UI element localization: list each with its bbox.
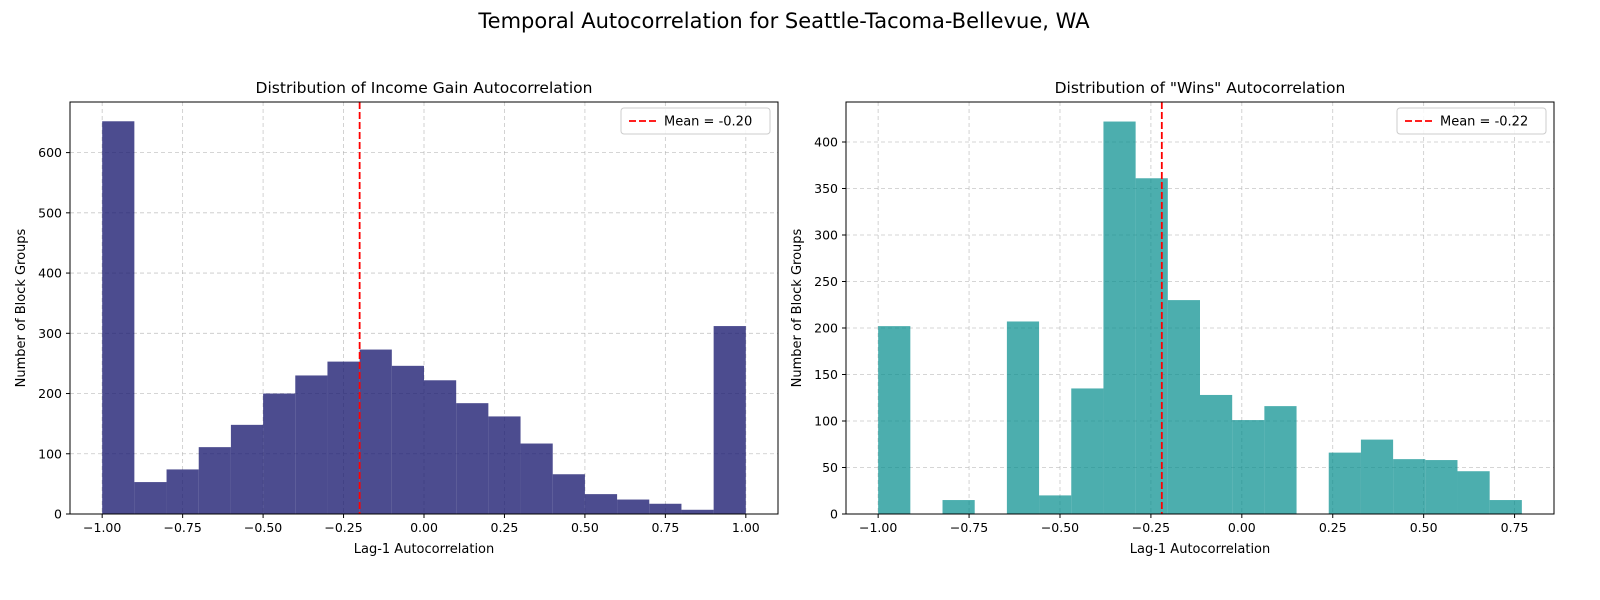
histogram-bar <box>198 447 231 514</box>
histogram-bar <box>1200 394 1233 514</box>
histogram-bar <box>230 424 264 514</box>
x-tick-label: 0.25 <box>491 520 519 535</box>
x-tick-label: 0.00 <box>410 520 438 535</box>
histogram-bar <box>520 443 553 514</box>
x-tick-label: −0.50 <box>1041 520 1079 535</box>
legend: Mean = -0.22 <box>1396 107 1547 135</box>
x-tick-label: −0.75 <box>163 520 201 535</box>
histogram-bar <box>263 393 296 514</box>
histogram-bar <box>1167 300 1200 514</box>
bars <box>102 121 746 515</box>
y-tick-label: 50 <box>822 460 838 475</box>
histogram-bar <box>1393 459 1426 514</box>
histogram-wins: −1.00 −0.75 −0.50 −0.25 0.00 0.25 0.50 0.75 0 50 1… <box>790 79 1555 557</box>
histogram-bar <box>681 509 714 514</box>
histogram-bar <box>649 503 682 514</box>
x-tick-label: 0.75 <box>1501 520 1529 535</box>
axes-frame <box>845 101 1555 515</box>
legend-box <box>620 107 771 135</box>
histogram-bar <box>1489 500 1522 514</box>
y-axis-label: Number of Block Groups <box>14 228 29 387</box>
histogram-bar <box>584 494 618 514</box>
histogram-bar <box>942 500 975 514</box>
histogram-bar <box>391 365 424 514</box>
x-axis-label: Lag-1 Autocorrelation <box>354 542 495 557</box>
histogram-bar <box>359 349 392 514</box>
x-tick-label: −0.50 <box>244 520 282 535</box>
histogram-bar <box>327 361 360 514</box>
x-tick-label: 0.00 <box>1228 520 1256 535</box>
histogram-bar <box>134 482 167 514</box>
histogram-bar <box>1360 439 1394 514</box>
histogram-bar <box>713 326 746 514</box>
y-tick-label: 400 <box>38 266 62 281</box>
x-tick-label: −0.25 <box>1132 520 1170 535</box>
x-axis-label: Lag-1 Autocorrelation <box>1130 542 1271 557</box>
y-tick-label: 100 <box>38 446 62 461</box>
x-tick-label: 0.75 <box>651 520 679 535</box>
y-tick-label: 600 <box>38 145 62 160</box>
x-tick-label: −0.25 <box>324 520 362 535</box>
histogram-bar <box>1006 321 1040 514</box>
histogram-bar <box>295 375 328 514</box>
x-tick-label: −1.00 <box>83 520 121 535</box>
chart-title: Distribution of "Wins" Autocorrelation <box>1055 79 1346 97</box>
bars <box>878 121 1522 515</box>
x-tick-label: 0.25 <box>1319 520 1347 535</box>
y-tick-label: 350 <box>814 181 838 196</box>
legend-box <box>1396 107 1547 135</box>
y-tick-label: 0 <box>830 507 838 522</box>
legend: Mean = -0.20 <box>620 107 771 135</box>
histogram-bar <box>1071 388 1104 514</box>
y-axis-label: Number of Block Groups <box>790 228 805 387</box>
histogram-bar <box>456 403 489 514</box>
histogram-bar <box>1039 495 1072 514</box>
y-tick-label: 300 <box>38 326 62 341</box>
x-tick-label: 0.50 <box>571 520 599 535</box>
legend-label: Mean = -0.20 <box>664 115 752 130</box>
histogram-bar <box>1425 460 1458 514</box>
legend-label: Mean = -0.22 <box>1440 115 1528 130</box>
histogram-bar <box>1457 471 1490 514</box>
y-tick-label: 300 <box>814 227 838 242</box>
chart-title: Distribution of Income Gain Autocorrelat… <box>256 79 593 97</box>
y-tick-label: 400 <box>814 134 838 149</box>
x-tick-label: −1.00 <box>859 520 897 535</box>
y-tick-label: 150 <box>814 367 838 382</box>
figure-suptitle: Temporal Autocorrelation for Seattle-Tac… <box>477 9 1090 33</box>
histogram-bar <box>617 499 650 514</box>
histogram-bar <box>1135 178 1168 515</box>
x-tick-label: 1.00 <box>732 520 760 535</box>
histogram-bar <box>878 326 911 514</box>
y-tick-label: 200 <box>38 386 62 401</box>
histogram-income-gain: −1.00 −0.75 −0.50 −0.25 0.00 0.25 0.50 0.75 1.00… <box>14 79 779 557</box>
x-tick-label: −0.75 <box>950 520 988 535</box>
histogram-bar <box>552 474 585 514</box>
histogram-bar <box>424 380 457 514</box>
y-tick-label: 250 <box>814 274 838 289</box>
y-tick-label: 500 <box>38 205 62 220</box>
histogram-bar <box>166 469 199 514</box>
histogram-bar <box>1264 406 1297 514</box>
y-tick-label: 0 <box>54 507 62 522</box>
histogram-bar <box>102 121 135 515</box>
histogram-bar <box>1328 452 1361 514</box>
y-tick-label: 100 <box>814 413 838 428</box>
histogram-bar <box>488 416 521 514</box>
histogram-bar <box>1232 420 1265 514</box>
histogram-bar <box>1103 121 1136 515</box>
x-tick-label: 0.50 <box>1410 520 1438 535</box>
y-tick-label: 200 <box>814 320 838 335</box>
